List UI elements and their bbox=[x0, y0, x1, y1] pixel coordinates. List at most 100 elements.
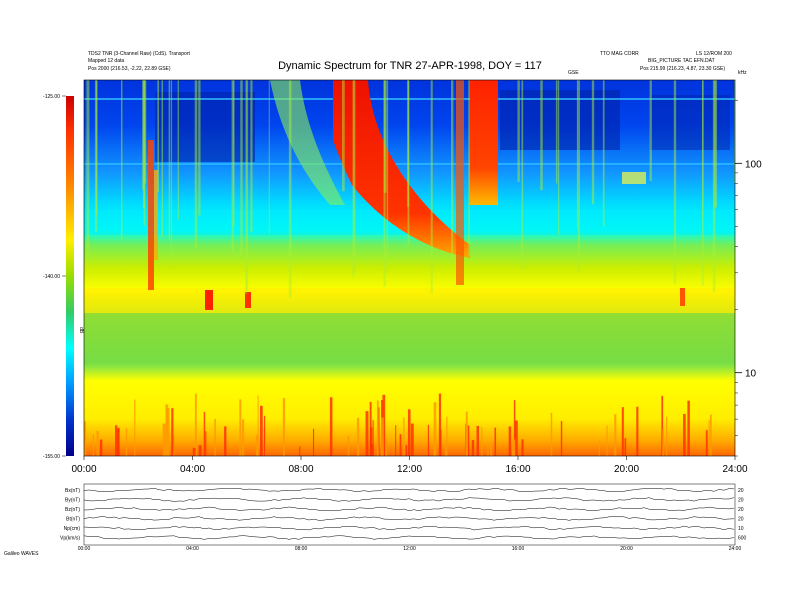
burst-spike bbox=[162, 423, 166, 456]
vertical-streak bbox=[521, 80, 524, 269]
x-tick-label: 12:00 bbox=[397, 464, 422, 475]
vertical-streak bbox=[231, 80, 234, 254]
x-tick-label: 24:00 bbox=[722, 464, 747, 475]
burst-spike bbox=[299, 446, 301, 456]
burst-spike bbox=[84, 421, 87, 456]
burst-spike bbox=[513, 400, 516, 456]
burst-spike bbox=[365, 411, 369, 456]
burst-spike bbox=[606, 425, 608, 456]
vertical-streak bbox=[353, 80, 356, 275]
header-right-line1: TTO MAG CORR bbox=[600, 51, 639, 57]
channel-scale-label: 10 bbox=[738, 526, 744, 532]
burst-spike bbox=[683, 413, 686, 456]
x-tick-label: 08:00 bbox=[288, 464, 313, 475]
burst-spike bbox=[494, 427, 497, 456]
vertical-streak bbox=[288, 80, 292, 299]
burst-spike bbox=[117, 428, 119, 456]
vertical-streak bbox=[352, 80, 355, 279]
burst-spike bbox=[403, 417, 405, 456]
vertical-streak bbox=[649, 80, 652, 181]
vertical-streak bbox=[171, 80, 173, 270]
header-right-line2: LS 12/ROM 200 bbox=[696, 51, 732, 57]
bottom-x-tick-label: 04:00 bbox=[186, 546, 199, 552]
burst-spike bbox=[259, 405, 263, 456]
vertical-streak bbox=[95, 80, 98, 216]
vertical-streak bbox=[383, 80, 387, 193]
burst-spike bbox=[312, 428, 315, 456]
vertical-streak bbox=[602, 80, 605, 227]
burst-spike bbox=[662, 429, 664, 456]
burst-0240 bbox=[148, 140, 154, 290]
burst-spike bbox=[166, 407, 170, 456]
vertical-streak bbox=[517, 80, 520, 182]
channel-scale-label: 20 bbox=[738, 517, 744, 523]
y-unit-label: kHz bbox=[738, 70, 747, 76]
vertical-streak bbox=[240, 80, 243, 257]
burst-0240-tail bbox=[154, 170, 158, 260]
x-tick-label: 16:00 bbox=[505, 464, 530, 475]
burst-spike bbox=[198, 445, 202, 456]
intense-emission bbox=[470, 80, 498, 205]
spectrogram bbox=[84, 80, 735, 456]
burst-spike bbox=[347, 435, 350, 456]
burst-spike bbox=[395, 425, 397, 456]
burst-spike bbox=[192, 447, 196, 456]
burst-spike bbox=[490, 443, 493, 456]
burst-spike bbox=[710, 414, 712, 456]
vertical-streak bbox=[86, 80, 90, 255]
bottom-x-tick-label: 00:00 bbox=[78, 546, 91, 552]
burst-spike bbox=[376, 400, 379, 456]
vertical-streak bbox=[198, 80, 201, 216]
colorbar-ticks: -125.00 -140.00 -155.00 bbox=[43, 94, 66, 460]
burst-spike bbox=[205, 431, 207, 456]
burst-spike bbox=[370, 427, 373, 456]
colorbar-tick-label: -155.00 bbox=[43, 454, 60, 460]
burst-spike bbox=[96, 430, 99, 456]
vertical-streak bbox=[161, 80, 164, 237]
y-tick-label: 100 bbox=[745, 159, 762, 170]
burst-spike bbox=[356, 417, 360, 456]
emission-streak bbox=[456, 80, 464, 285]
burst-spike bbox=[399, 434, 402, 456]
channel-scale-label: 600 bbox=[738, 536, 747, 542]
burst-spike bbox=[92, 434, 94, 456]
vertical-streak bbox=[468, 80, 470, 256]
bottom-spikes bbox=[84, 80, 735, 456]
vertical-streak bbox=[557, 80, 560, 235]
vertical-streak bbox=[577, 80, 580, 273]
bottom-x-tick-label: 08:00 bbox=[295, 546, 308, 552]
vertical-streak bbox=[177, 80, 179, 220]
channel-trace bbox=[83, 535, 735, 540]
vertical-streak bbox=[555, 80, 558, 184]
vertical-streak bbox=[142, 80, 145, 209]
burst-spike bbox=[614, 414, 617, 456]
burst-spike bbox=[372, 420, 374, 456]
burst-spike bbox=[381, 417, 384, 456]
colorbar-tick-label: -125.00 bbox=[43, 94, 60, 100]
vertical-streak bbox=[232, 80, 235, 227]
header-left-line1: TDS2 TNR (3-Channel Raw) (CdS). Transpor… bbox=[88, 51, 190, 57]
burst-spike bbox=[636, 406, 639, 456]
vertical-streak bbox=[702, 80, 704, 218]
channel-label: Bt(nT) bbox=[66, 517, 80, 523]
channel-label: Vp(km/s) bbox=[60, 536, 80, 542]
vertical-streak bbox=[246, 80, 249, 291]
x-tick-label: 00:00 bbox=[71, 464, 96, 475]
footer-label: Galileo WAVES bbox=[4, 551, 39, 557]
vertical-streak bbox=[342, 80, 345, 192]
burst-spike bbox=[465, 411, 468, 456]
burst-spike bbox=[621, 407, 624, 456]
channel-trace bbox=[83, 516, 735, 521]
vertical-streak bbox=[168, 80, 171, 241]
burst-spike bbox=[476, 425, 480, 456]
burst-spike bbox=[708, 419, 710, 456]
channel-label: Bz(nT) bbox=[65, 507, 80, 513]
burst-spike bbox=[134, 399, 136, 456]
header-right-line4: Pos 215.99 (216.23, 4.87, 23.30 GSE) bbox=[640, 66, 725, 72]
burst-spike bbox=[471, 440, 475, 456]
channel-trace bbox=[83, 497, 735, 502]
type-iii-burst bbox=[333, 80, 470, 258]
burst-spike bbox=[446, 416, 448, 456]
burst-spike bbox=[239, 399, 242, 456]
channel-label: Bx(nT) bbox=[65, 488, 80, 494]
